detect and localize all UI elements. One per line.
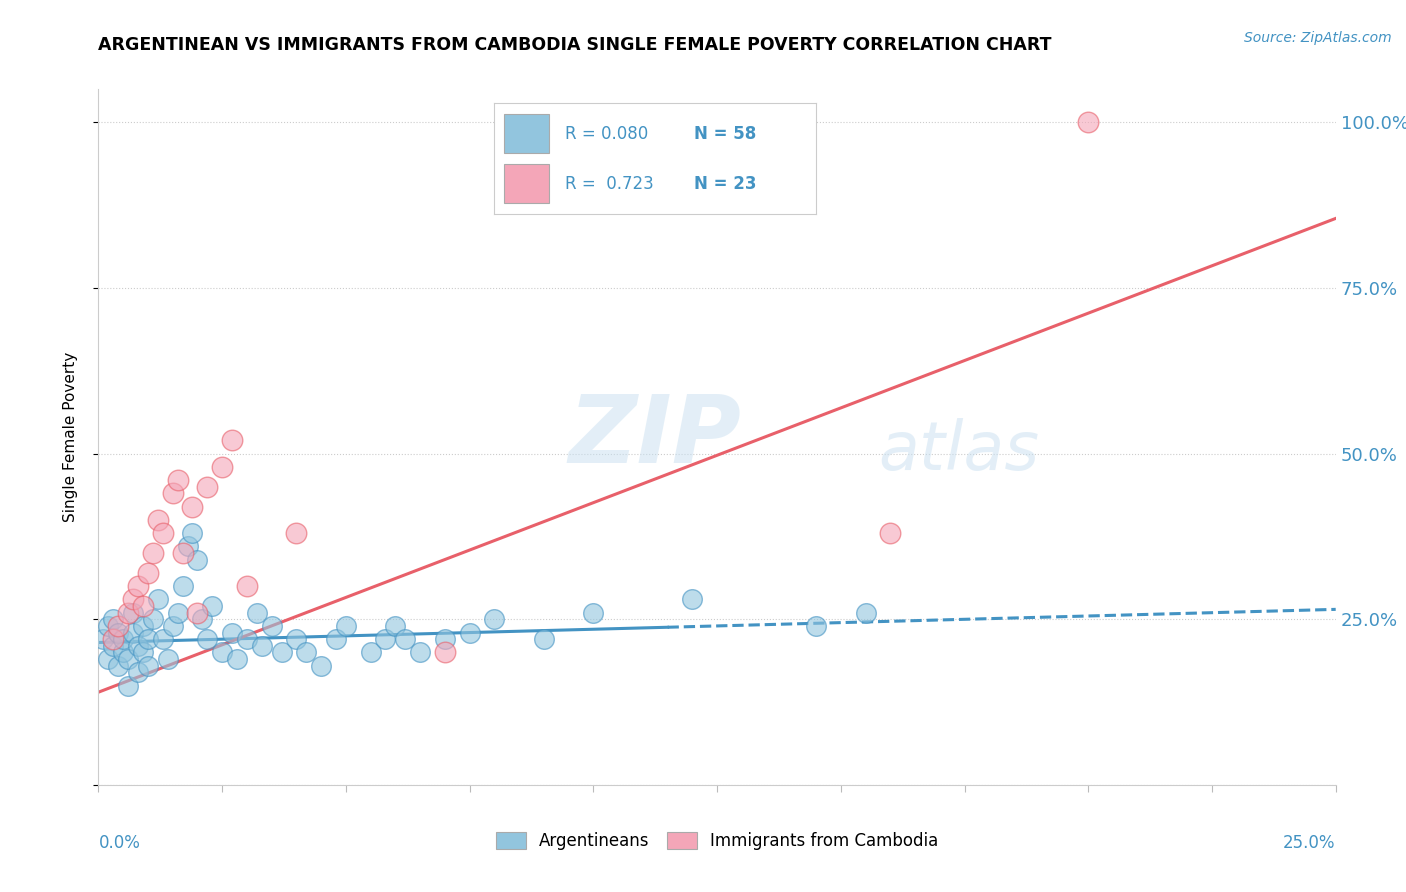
Point xyxy=(117,606,139,620)
Point xyxy=(195,480,218,494)
Point xyxy=(152,632,174,647)
Point xyxy=(132,645,155,659)
Point xyxy=(221,625,243,640)
Point xyxy=(201,599,224,613)
Point xyxy=(211,459,233,474)
Point xyxy=(250,639,273,653)
Point xyxy=(107,619,129,633)
Point xyxy=(246,606,269,620)
Point xyxy=(136,566,159,580)
Point xyxy=(122,625,145,640)
Point xyxy=(186,552,208,566)
Point xyxy=(195,632,218,647)
Point xyxy=(107,625,129,640)
Legend: Argentineans, Immigrants from Cambodia: Argentineans, Immigrants from Cambodia xyxy=(489,825,945,856)
Text: Source: ZipAtlas.com: Source: ZipAtlas.com xyxy=(1244,31,1392,45)
Point xyxy=(236,632,259,647)
Point xyxy=(146,592,169,607)
Text: ARGENTINEAN VS IMMIGRANTS FROM CAMBODIA SINGLE FEMALE POVERTY CORRELATION CHART: ARGENTINEAN VS IMMIGRANTS FROM CAMBODIA … xyxy=(98,36,1052,54)
Point xyxy=(142,546,165,560)
Point xyxy=(681,592,703,607)
Point xyxy=(132,599,155,613)
Point xyxy=(360,645,382,659)
Point xyxy=(103,632,125,647)
Point xyxy=(117,679,139,693)
Point xyxy=(879,526,901,541)
Point xyxy=(309,658,332,673)
Text: 25.0%: 25.0% xyxy=(1284,834,1336,852)
Point xyxy=(142,612,165,626)
Point xyxy=(103,612,125,626)
Point xyxy=(127,639,149,653)
Point xyxy=(112,645,135,659)
Point xyxy=(186,606,208,620)
Point xyxy=(152,526,174,541)
Point xyxy=(162,486,184,500)
Point xyxy=(166,473,188,487)
Point xyxy=(172,579,194,593)
Point xyxy=(211,645,233,659)
Point xyxy=(384,619,406,633)
Point xyxy=(325,632,347,647)
Point xyxy=(1077,115,1099,129)
Point xyxy=(136,632,159,647)
Point xyxy=(394,632,416,647)
Point xyxy=(97,619,120,633)
Point xyxy=(533,632,555,647)
Point xyxy=(582,606,605,620)
Point xyxy=(112,632,135,647)
Point xyxy=(335,619,357,633)
Text: ZIP: ZIP xyxy=(568,391,741,483)
Point xyxy=(458,625,481,640)
Point xyxy=(295,645,318,659)
Point xyxy=(117,652,139,666)
Point xyxy=(127,665,149,680)
Point xyxy=(236,579,259,593)
Point xyxy=(166,606,188,620)
Point xyxy=(156,652,179,666)
Point xyxy=(146,513,169,527)
Point xyxy=(162,619,184,633)
Point xyxy=(855,606,877,620)
Point xyxy=(285,526,308,541)
Point xyxy=(181,526,204,541)
Point xyxy=(484,612,506,626)
Point xyxy=(270,645,292,659)
Point xyxy=(433,632,456,647)
Point xyxy=(176,540,198,554)
Point xyxy=(374,632,396,647)
Point xyxy=(804,619,827,633)
Point xyxy=(226,652,249,666)
Point xyxy=(191,612,214,626)
Point xyxy=(122,592,145,607)
Text: atlas: atlas xyxy=(877,418,1039,484)
Point xyxy=(127,579,149,593)
Point xyxy=(221,434,243,448)
Point xyxy=(285,632,308,647)
Y-axis label: Single Female Poverty: Single Female Poverty xyxy=(63,352,77,522)
Point xyxy=(103,639,125,653)
Point xyxy=(97,652,120,666)
Point xyxy=(122,606,145,620)
Point xyxy=(136,658,159,673)
Point xyxy=(107,658,129,673)
Point xyxy=(181,500,204,514)
Point xyxy=(93,632,115,647)
Point xyxy=(433,645,456,659)
Point xyxy=(132,619,155,633)
Point xyxy=(409,645,432,659)
Point xyxy=(260,619,283,633)
Point xyxy=(172,546,194,560)
Text: 0.0%: 0.0% xyxy=(98,834,141,852)
